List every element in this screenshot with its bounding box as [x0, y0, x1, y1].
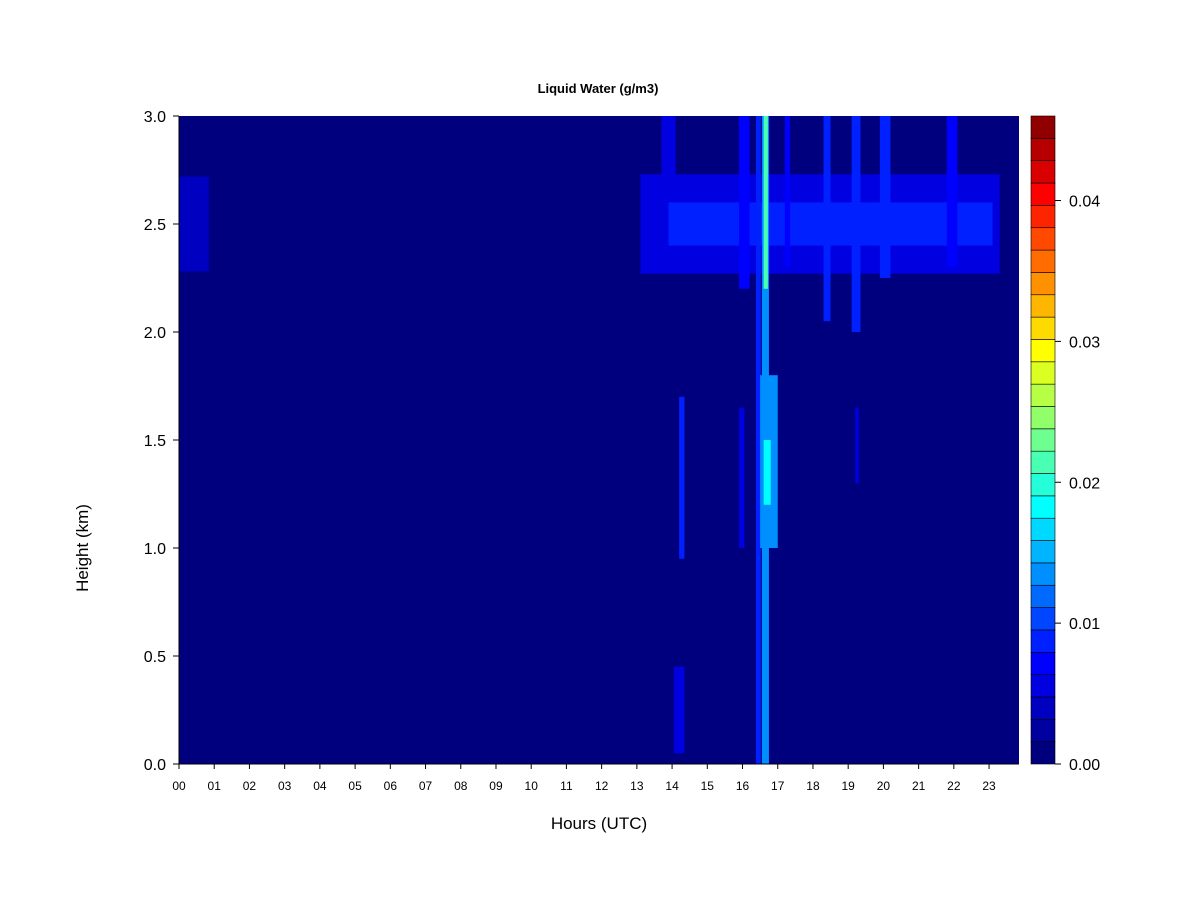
y-tick-label: 1.0: [144, 541, 166, 558]
colorbar-swatch: [1030, 674, 1056, 698]
colorbar-swatch: [1030, 540, 1056, 564]
x-tick-label: 17: [771, 779, 785, 793]
x-axis-label: Hours (UTC): [551, 814, 647, 833]
x-axis: 00 01 02 03 04 05 06 07 08 09 10 11 12 13 14 15 16 17 18 19…: [172, 763, 1019, 793]
colorbar-swatch: [1030, 383, 1056, 407]
heatmap-column-15: [879, 116, 891, 278]
x-tick-label: 10: [525, 779, 539, 793]
y-tick-label: 1.5: [144, 433, 166, 450]
colorbar-swatch: [1030, 629, 1056, 653]
heatmap-column-12: [784, 116, 791, 268]
heatmap-layer-0: [179, 176, 209, 272]
colorbar-swatch: [1030, 406, 1056, 430]
heatmap-column-7: [763, 440, 771, 505]
colorbar-swatch: [1030, 316, 1056, 340]
heatmap-cells: [179, 116, 1000, 764]
x-tick-label: 02: [243, 779, 257, 793]
colorbar-swatch: [1030, 272, 1056, 296]
colorbar-swatch: [1030, 473, 1056, 497]
x-tick-label: 12: [595, 779, 609, 793]
heatmap-column-14: [851, 116, 861, 332]
x-tick-label: 06: [384, 779, 398, 793]
colorbar-tick-label: 0.04: [1069, 194, 1100, 211]
x-tick-label: 04: [313, 779, 327, 793]
x-tick-label: 01: [208, 779, 222, 793]
x-tick-label: 07: [419, 779, 433, 793]
colorbar-swatch: [1030, 741, 1056, 765]
colorbar-tick-label: 0.00: [1069, 757, 1100, 774]
colorbar-swatch: [1030, 495, 1056, 519]
heatmap-column-10: [739, 407, 745, 548]
colorbar-swatch: [1030, 719, 1056, 742]
colorbar-swatch: [1030, 450, 1056, 474]
x-tick-label: 05: [348, 779, 362, 793]
colorbar-swatch: [1030, 294, 1056, 318]
y-tick-label: 0.0: [144, 757, 166, 774]
heatmap-column-13: [823, 116, 831, 322]
x-tick-label: 03: [278, 779, 292, 793]
heatmap-column-3: [755, 116, 761, 764]
x-tick-label: 11: [560, 779, 573, 793]
colorbar-tick-label: 0.01: [1069, 616, 1100, 633]
chart-title: Liquid Water (g/m3): [538, 81, 659, 96]
heatmap-column-17: [661, 116, 676, 181]
heatmap-column-8: [679, 396, 685, 559]
heatmap-column-11: [739, 116, 750, 289]
x-tick-label: 21: [912, 779, 926, 793]
x-tick-label: 09: [489, 779, 503, 793]
colorbar-swatch: [1030, 205, 1056, 229]
y-tick-label: 0.5: [144, 649, 166, 666]
colorbar-swatch: [1030, 361, 1056, 385]
colorbar-swatch: [1030, 249, 1056, 273]
heatmap-column-9: [673, 666, 685, 754]
colorbar-swatch: [1030, 562, 1056, 586]
x-tick-label: 22: [947, 779, 961, 793]
y-tick-label: 3.0: [144, 109, 166, 126]
x-tick-label: 16: [736, 779, 750, 793]
heatmap-column-18: [855, 407, 859, 484]
y-axis-label: Height (km): [73, 504, 92, 592]
colorbar-swatch: [1030, 138, 1056, 161]
heatmap-column-16: [946, 116, 958, 268]
colorbar-tick-label: 0.02: [1069, 475, 1100, 492]
x-tick-label: 15: [701, 779, 715, 793]
colorbar: 0.00 0.01 0.02 0.03 0.04: [1030, 115, 1100, 774]
heatmap-column-5: [763, 116, 768, 289]
colorbar-swatch: [1030, 339, 1056, 363]
x-tick-label: 23: [982, 779, 996, 793]
x-tick-label: 08: [454, 779, 468, 793]
colorbar-swatch: [1030, 584, 1056, 608]
colorbar-swatch: [1030, 696, 1056, 720]
x-tick-label: 00: [172, 779, 186, 793]
y-tick-label: 2.0: [144, 325, 166, 342]
colorbar-swatch: [1030, 607, 1056, 631]
colorbar-swatch: [1030, 517, 1056, 541]
x-tick-label: 13: [630, 779, 644, 793]
colorbar-swatch: [1030, 651, 1056, 675]
colorbar-swatch: [1030, 227, 1056, 251]
colorbar-tick-label: 0.03: [1069, 334, 1100, 351]
y-axis: 0.0 0.5 1.0 1.5 2.0 2.5 3.0: [144, 109, 180, 774]
x-tick-label: 20: [877, 779, 891, 793]
heatmap-plot-area: [179, 116, 1019, 764]
colorbar-swatch: [1030, 182, 1056, 206]
colorbar-swatch: [1030, 428, 1056, 452]
x-tick-label: 14: [665, 779, 679, 793]
colorbar-swatch: [1030, 160, 1056, 184]
colorbar-swatch: [1030, 115, 1056, 139]
x-tick-label: 19: [842, 779, 856, 793]
y-tick-label: 2.5: [144, 217, 166, 234]
x-tick-label: 18: [806, 779, 820, 793]
